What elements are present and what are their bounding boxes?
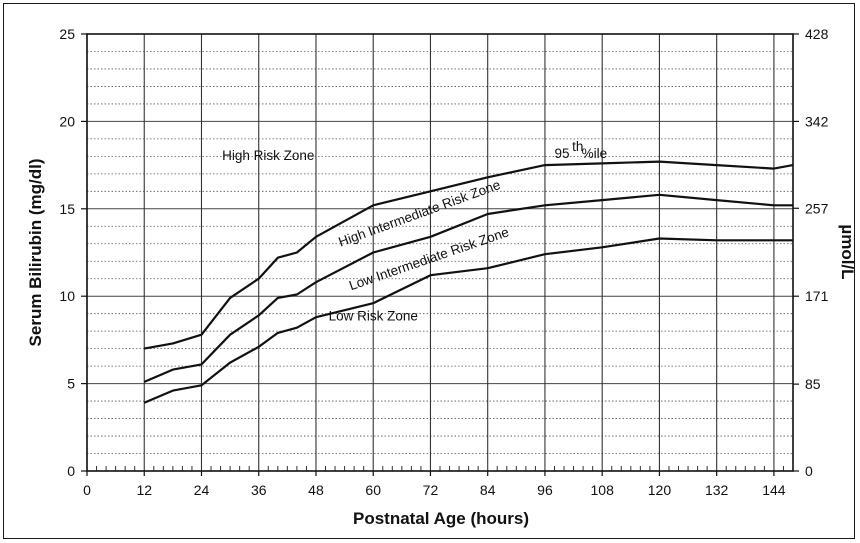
y-tick-label: 20 <box>59 113 75 129</box>
y2-tick-label: 0 <box>805 463 813 479</box>
x-tick-label: 96 <box>537 482 553 498</box>
y2-tick-label: 342 <box>805 113 829 129</box>
x-tick-label: 48 <box>308 482 324 498</box>
y2-tick-label: 428 <box>805 26 829 42</box>
percentile-curve <box>143 193 793 383</box>
x-tick-label: 84 <box>480 482 496 498</box>
zone-annotation: 95 <box>554 146 569 161</box>
x-axis-title: Postnatal Age (hours) <box>353 509 529 528</box>
figure-frame <box>3 3 855 539</box>
percentile-curve <box>144 160 794 350</box>
zone-annotation: %ile <box>582 146 608 161</box>
zone-annotation: th <box>572 139 583 154</box>
y-tick-label: 25 <box>59 26 75 42</box>
y2-axis-title: µmol/L <box>838 224 857 279</box>
x-tick-label: 0 <box>83 482 91 498</box>
y-tick-label: 0 <box>67 463 75 479</box>
y-tick-label: 15 <box>59 201 75 217</box>
x-tick-label: 72 <box>423 482 439 498</box>
x-tick-label: 132 <box>705 482 729 498</box>
x-tick-label: 120 <box>648 482 672 498</box>
y-axis-title: Serum Bilirubin (mg/dl) <box>26 159 45 347</box>
y-tick-label: 5 <box>67 376 75 392</box>
percentile-curve <box>143 237 793 404</box>
x-tick-label: 24 <box>194 482 210 498</box>
y2-tick-label: 257 <box>805 200 829 216</box>
y2-tick-label: 85 <box>805 376 821 392</box>
plot-border <box>86 33 794 472</box>
y2-tick-label: 171 <box>805 288 829 304</box>
x-tick-label: 12 <box>136 482 152 498</box>
x-tick-label: 108 <box>591 482 615 498</box>
x-tick-label: 144 <box>762 482 786 498</box>
zone-annotation: High Risk Zone <box>222 148 314 163</box>
plot-area <box>87 34 793 471</box>
y-tick-label: 10 <box>59 288 75 304</box>
x-tick-label: 60 <box>365 482 381 498</box>
x-tick-label: 36 <box>251 482 267 498</box>
zone-annotation: Low Risk Zone <box>329 309 418 324</box>
